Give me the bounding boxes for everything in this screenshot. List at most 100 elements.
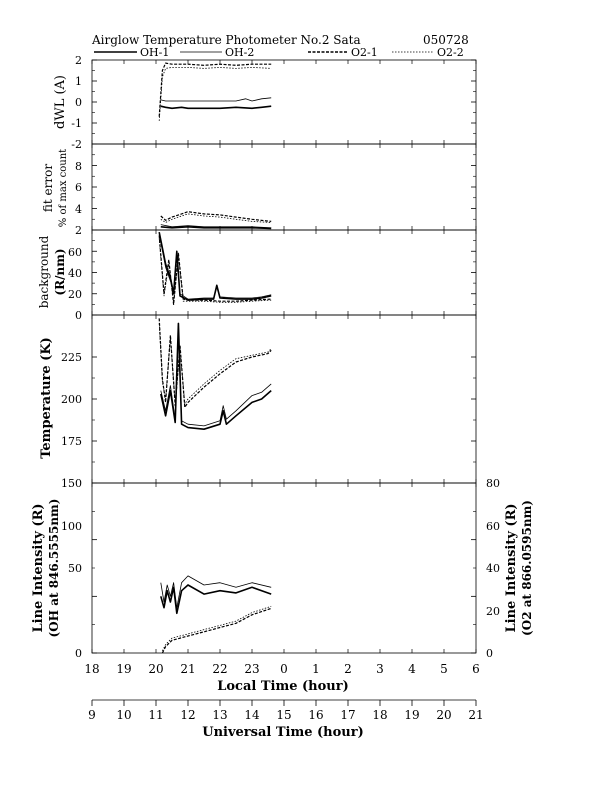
temp-panel-frame xyxy=(91,314,477,484)
local-time-xlabel: Local Time (hour) xyxy=(217,679,349,694)
y-tick-label: 4 xyxy=(75,203,82,216)
y-tick-label: 175 xyxy=(61,435,82,448)
ut-tick-label: 11 xyxy=(148,708,163,722)
y-tick-label: 6 xyxy=(75,181,82,194)
y-tick-label: 2 xyxy=(75,54,82,67)
ut-tick-label: 9 xyxy=(88,708,96,722)
bg-series-o2-2 xyxy=(158,238,272,303)
x-tick-label: 5 xyxy=(440,662,448,676)
bg-y-ticks: 60 40 20 0 xyxy=(68,246,82,322)
fiterr-series-oh-2 xyxy=(160,224,272,229)
intensity-y-ticks: 100 50 0 xyxy=(61,520,82,660)
ut-tick-label: 19 xyxy=(404,708,419,722)
y-tick-label: 60 xyxy=(68,246,82,259)
x-tick-label: 0 xyxy=(280,662,288,676)
temp-ylabel: Temperature (K) xyxy=(39,337,54,459)
intensity-ylabel-2: (OH at 846.5555nm) xyxy=(47,499,61,638)
x-tick-label: 22 xyxy=(212,662,227,676)
y-tick-label-right: 60 xyxy=(486,520,500,533)
x-tick-label: 6 xyxy=(472,662,480,676)
fiterr-ylabel-2: % of max count xyxy=(58,149,69,227)
x-tick-label: 1 xyxy=(312,662,320,676)
dwl-series-o2-1 xyxy=(158,62,272,117)
chart-title: Airglow Temperature Photometer No.2 Sata xyxy=(91,33,361,47)
y-tick-label: 0 xyxy=(75,309,82,322)
y-tick-label: 1 xyxy=(75,75,82,88)
fiterr-y-ticks: 8 6 4 2 xyxy=(75,160,82,237)
intensity-y-ticks-right: 80 60 40 20 0 xyxy=(486,477,500,660)
y-tick-label: 20 xyxy=(68,288,82,301)
y-tick-label-right: 0 xyxy=(486,647,493,660)
dwl-series-o2-2 xyxy=(158,67,272,121)
ut-tick-label: 13 xyxy=(212,708,227,722)
local-x-ticks: 18 19 20 21 22 23 0 1 2 3 4 5 6 xyxy=(84,662,479,676)
intensity-series-o2-1 xyxy=(161,607,272,653)
legend-label-oh-1: OH-1 xyxy=(140,46,169,59)
ut-tick-label: 15 xyxy=(276,708,291,722)
y-tick-label: 150 xyxy=(61,477,82,490)
x-tick-label: 18 xyxy=(84,662,99,676)
y-tick-label-right: 20 xyxy=(486,605,500,618)
x-tick-label: 21 xyxy=(180,662,195,676)
x-tick-label: 20 xyxy=(148,662,163,676)
y-tick-label-right: 40 xyxy=(486,562,500,575)
legend-label-o2-2: O2-2 xyxy=(437,46,464,59)
y-tick-label: 40 xyxy=(68,267,82,280)
intensity-series-oh-1 xyxy=(160,584,272,615)
intensity-series-oh-2 xyxy=(160,575,272,609)
ut-tick-label: 14 xyxy=(244,708,260,722)
y-tick-label: 50 xyxy=(68,562,82,575)
x-tick-label: 2 xyxy=(344,662,352,676)
bg-ylabel-2: (R/nm) xyxy=(53,248,67,295)
x-tick-label: 4 xyxy=(408,662,416,676)
y-tick-label: 200 xyxy=(61,393,82,406)
temp-series-o2-1 xyxy=(158,318,272,408)
x-tick-label: 3 xyxy=(376,662,384,676)
fiterr-ylabel: fit error xyxy=(41,164,55,212)
intensity-ylabel-right: Line Intensity (R) xyxy=(504,503,519,632)
ut-tick-label: 18 xyxy=(372,708,387,722)
fiterr-series-oh-1 xyxy=(160,226,272,230)
dwl-series-oh-2 xyxy=(160,97,272,102)
ut-tick-label: 12 xyxy=(180,708,195,722)
data-series xyxy=(158,62,272,653)
dwl-series-oh-1 xyxy=(160,105,272,110)
ut-tick-label: 21 xyxy=(468,708,483,722)
y-tick-label: -2 xyxy=(71,138,82,151)
universal-time-xlabel: Universal Time (hour) xyxy=(202,725,364,740)
intensity-ylabel: Line Intensity (R) xyxy=(31,503,46,632)
chart-date: 050728 xyxy=(423,33,469,47)
intensity-series-o2-2 xyxy=(162,605,272,652)
ut-tick-label: 17 xyxy=(340,708,355,722)
y-tick-label: -1 xyxy=(71,117,82,130)
temp-y-ticks: 225 200 175 150 xyxy=(61,351,82,490)
x-tick-label: 19 xyxy=(116,662,131,676)
dwl-ylabel: dWL (A) xyxy=(53,75,68,129)
bg-ylabel: background xyxy=(37,235,51,308)
fiterr-series-o2-1 xyxy=(160,211,272,222)
fiterr-series-o2-2 xyxy=(160,213,272,223)
temp-series-oh-2 xyxy=(160,331,272,427)
temp-series-oh-1 xyxy=(160,322,272,431)
bg-panel-frame xyxy=(91,229,477,316)
y-tick-label: 2 xyxy=(75,224,82,237)
temp-series-o2-2 xyxy=(158,323,272,405)
y-tick-label: 225 xyxy=(61,351,82,364)
intensity-ylabel-right-2: (O2 at 866.0595nm) xyxy=(520,500,534,636)
legend-label-oh-2: OH-2 xyxy=(225,46,254,59)
legend: OH-1 OH-2 O2-1 O2-2 xyxy=(94,46,464,59)
legend-label-o2-1: O2-1 xyxy=(351,46,378,59)
ut-tick-label: 10 xyxy=(116,708,131,722)
bg-series-o2-1 xyxy=(158,235,272,305)
dwl-panel-frame xyxy=(91,59,477,145)
fiterr-panel-frame xyxy=(91,143,477,231)
y-tick-label: 100 xyxy=(61,520,82,533)
ut-tick-label: 20 xyxy=(436,708,451,722)
dwl-y-ticks: 2 1 0 -1 -2 xyxy=(71,54,82,151)
y-tick-label: 0 xyxy=(75,647,82,660)
tick-marks xyxy=(91,59,477,706)
y-tick-label: 0 xyxy=(75,96,82,109)
ut-tick-label: 16 xyxy=(308,708,323,722)
x-tick-label: 23 xyxy=(244,662,259,676)
